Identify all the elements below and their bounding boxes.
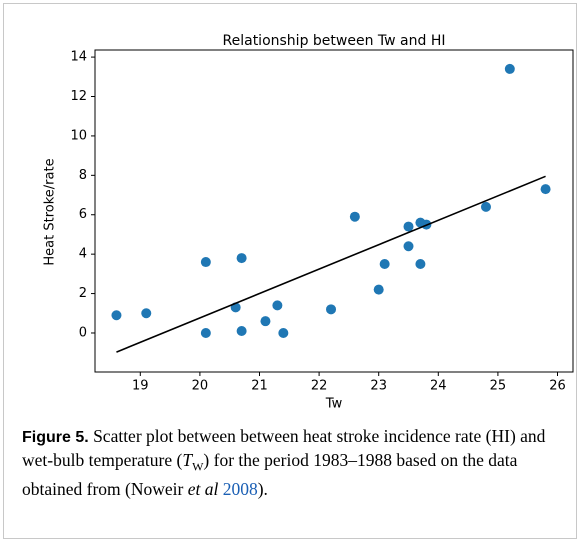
fit-line [116, 175, 546, 353]
figure-frame [3, 3, 577, 539]
point [373, 284, 384, 295]
x-tick-label: 25 [490, 379, 507, 394]
point [326, 304, 337, 315]
point [504, 63, 515, 74]
point [272, 300, 283, 311]
point [403, 241, 414, 252]
y-tick-label: 14 [70, 50, 87, 65]
point [379, 259, 390, 270]
y-tick-label: 6 [79, 207, 87, 222]
y-axis-label: Heat Stroke/rate [43, 158, 58, 265]
x-tick-label: 23 [370, 379, 387, 394]
point [236, 253, 247, 264]
x-tick-label: 19 [132, 379, 149, 394]
caption: Figure 5. Scatter plot between between h… [22, 425, 562, 500]
point [236, 326, 247, 337]
x-tick-label: 21 [251, 379, 268, 394]
y-tick-label: 10 [70, 128, 87, 143]
point [403, 221, 414, 232]
point [111, 310, 122, 321]
x-axis-label: Tw [325, 397, 343, 412]
subscript: W [192, 459, 204, 474]
point [480, 201, 491, 212]
caption-text: Scatter plot between between heat stroke… [22, 426, 546, 470]
plot-area [94, 49, 574, 373]
chart: Relationship between Tw and HI Tw Heat S… [43, 33, 574, 412]
caption-text: ). [257, 478, 268, 499]
symbol: T [182, 450, 193, 470]
caption-text: ) for the period 1983–1988 based on the … [22, 450, 518, 499]
citation-year[interactable]: 2008 [222, 478, 258, 499]
point [278, 327, 289, 338]
x-tick-label: 22 [311, 379, 328, 394]
point [141, 308, 152, 319]
x-tick-label: 26 [549, 379, 566, 394]
y-tick-label: 8 [79, 168, 87, 183]
point [349, 211, 360, 222]
point [200, 327, 211, 338]
x-tick-label: 20 [192, 379, 209, 394]
caption-label: Figure 5. [22, 429, 89, 446]
y-tick-label: 12 [70, 89, 87, 104]
point [200, 257, 211, 268]
citation-etal: et al [187, 478, 219, 499]
point [540, 184, 551, 195]
x-tick-label: 24 [430, 379, 447, 394]
point [260, 316, 271, 327]
point [415, 259, 426, 270]
y-tick-label: 0 [79, 325, 87, 340]
y-tick-label: 2 [79, 286, 87, 301]
chart-title: Relationship between Tw and HI [223, 33, 446, 49]
y-tick-label: 4 [79, 247, 87, 262]
